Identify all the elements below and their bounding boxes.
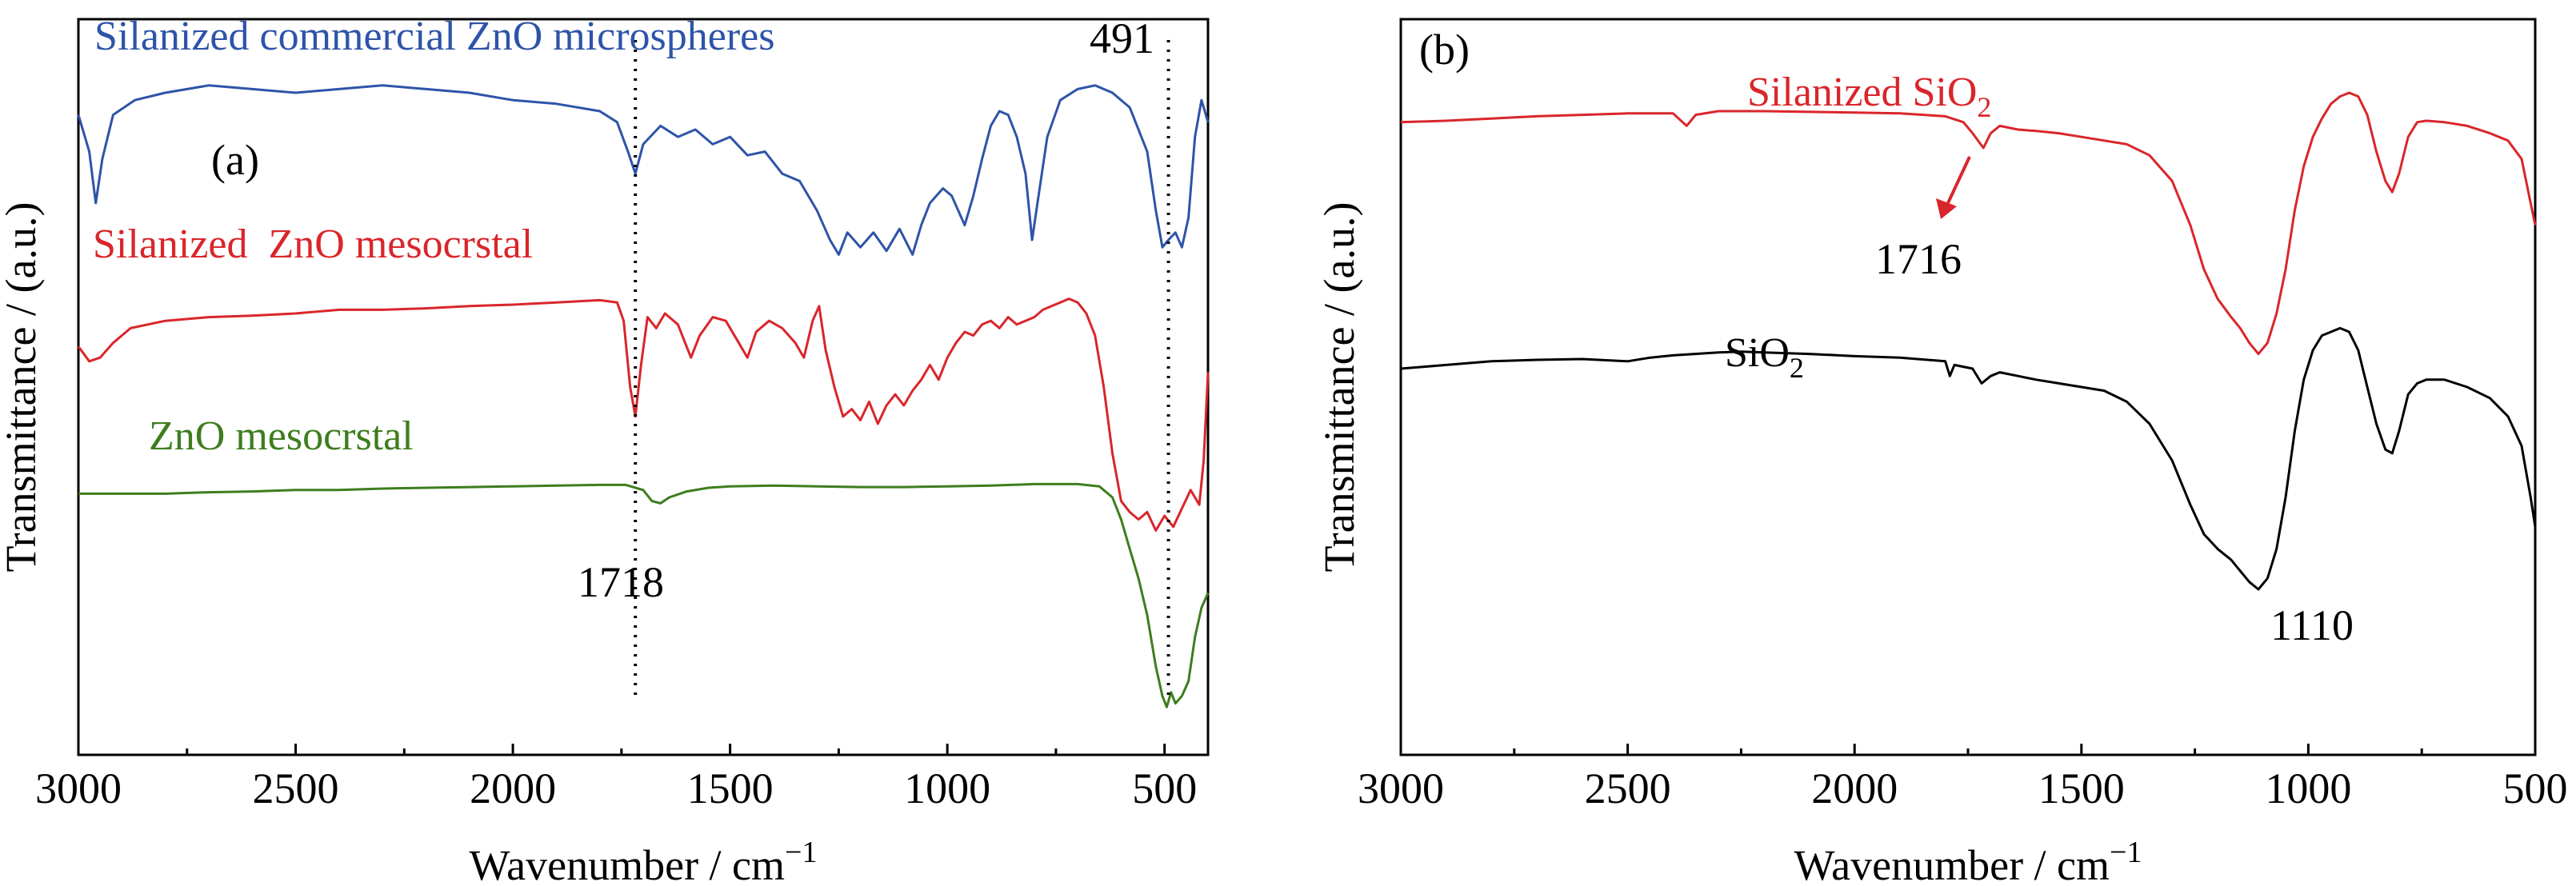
x-tick-label: 3000 bbox=[1358, 764, 1444, 812]
series-line-silanized-sio2 bbox=[1400, 91, 2537, 356]
x-tick-label: 500 bbox=[1132, 764, 1197, 812]
panel-a-series bbox=[77, 84, 1210, 708]
panel-b-x-ticks: 3000 2500 2000 1500 1000 500 bbox=[1358, 744, 2568, 812]
x-tick-label: 1500 bbox=[687, 764, 774, 812]
svg-text:Wavenumber / cm−1: Wavenumber / cm−1 bbox=[1794, 836, 2142, 886]
panel-a-dotted-lines bbox=[634, 40, 1170, 702]
panel-b-x-axis-title: Wavenumber / cm−1 bbox=[1794, 836, 2142, 886]
legend-label-silanized-zno-mesocrystal: Silanized ZnO mesocrstal bbox=[93, 222, 533, 267]
panel-b-xlabel-sup: −1 bbox=[2110, 836, 2142, 869]
series-line-zno-mesocrstal bbox=[78, 482, 1210, 708]
x-tick-label: 3000 bbox=[35, 764, 122, 812]
annotation-1110: 1110 bbox=[2270, 601, 2354, 649]
panel-a-x-ticks: 3000 2500 2000 1500 1000 500 bbox=[35, 744, 1197, 812]
x-tick-label: 500 bbox=[2503, 764, 2568, 812]
panel-a-xlabel-sup: −1 bbox=[785, 836, 817, 869]
series-line-silanized-commercial-zno-microspheres bbox=[77, 84, 1210, 256]
legend-label-zno-mesocrystal: ZnO mesocrstal bbox=[149, 413, 414, 459]
annotation-1718: 1718 bbox=[578, 558, 664, 606]
series-line-silanized-zno-mesocrstal bbox=[77, 297, 1210, 532]
panel-a: (a) 3000 2500 2000 1500 1000 500 Silanized co… bbox=[0, 14, 1210, 886]
panel-a-x-axis-title: Wavenumber / cm−1 bbox=[470, 836, 818, 886]
panel-a-frame bbox=[77, 18, 1210, 756]
panel-a-label: (a) bbox=[211, 136, 259, 184]
panel-b-series bbox=[1400, 91, 2537, 591]
panel-a-ylabel: Transmittance / (a.u.) bbox=[0, 202, 45, 573]
panel-b-ylabel: Transmittance / (a.u.) bbox=[1315, 202, 1363, 573]
x-tick-label: 2000 bbox=[470, 764, 556, 812]
annotation-1716: 1716 bbox=[1875, 235, 1962, 283]
x-tick-label: 1500 bbox=[2038, 764, 2125, 812]
legend-label-sio2: SiO2 bbox=[1725, 330, 1804, 384]
panel-b: (b) 3000 2500 2000 1500 1000 500 Silanized Si… bbox=[1315, 18, 2568, 886]
x-tick-label: 1000 bbox=[2265, 764, 2351, 812]
panel-b-xlabel: Wavenumber / cm bbox=[1794, 841, 2110, 886]
panel-a-xlabel: Wavenumber / cm bbox=[470, 841, 786, 886]
panel-b-label: (b) bbox=[1419, 26, 1470, 74]
annotation-491: 491 bbox=[1090, 14, 1154, 62]
x-tick-label: 1000 bbox=[904, 764, 990, 812]
series-line-sio2 bbox=[1400, 326, 2537, 591]
legend-label-silanized-commercial-zno: Silanized commercial ZnO microspheres bbox=[94, 14, 774, 59]
legend-label-silanized-sio2: Silanized SiO2 bbox=[1747, 70, 1991, 123]
annotation-1716-arrow bbox=[1936, 156, 1971, 219]
svg-text:Wavenumber / cm−1: Wavenumber / cm−1 bbox=[470, 836, 818, 886]
x-tick-label: 2000 bbox=[1811, 764, 1898, 812]
x-tick-label: 2500 bbox=[253, 764, 339, 812]
x-tick-label: 2500 bbox=[1585, 764, 1671, 812]
